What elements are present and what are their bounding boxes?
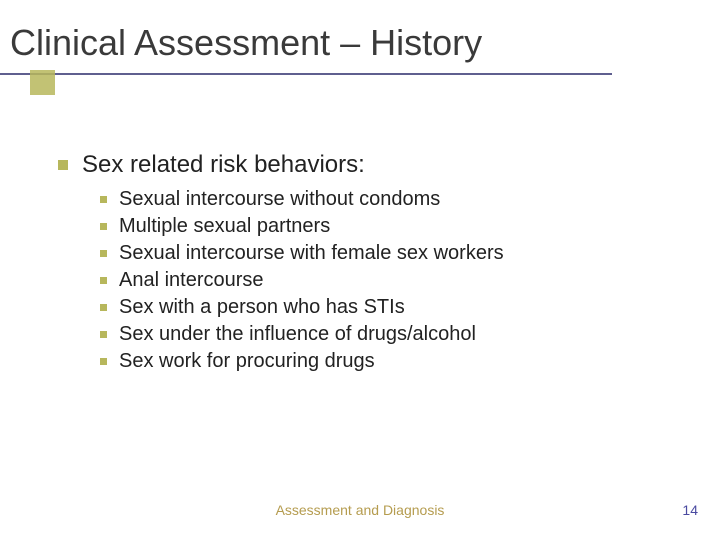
square-bullet-icon bbox=[58, 160, 68, 170]
level2-item: Multiple sexual partners bbox=[100, 213, 658, 240]
level2-text: Multiple sexual partners bbox=[119, 213, 330, 240]
slide: Clinical Assessment – History Sex relate… bbox=[0, 0, 720, 540]
square-bullet-icon bbox=[100, 358, 107, 365]
level2-item: Sex under the influence of drugs/alcohol bbox=[100, 321, 658, 348]
square-bullet-icon bbox=[100, 331, 107, 338]
level2-item: Anal intercourse bbox=[100, 267, 658, 294]
level2-text: Sex work for procuring drugs bbox=[119, 348, 375, 375]
square-bullet-icon bbox=[100, 304, 107, 311]
slide-title: Clinical Assessment – History bbox=[0, 24, 720, 62]
content-area: Sex related risk behaviors: Sexual inter… bbox=[58, 150, 658, 375]
square-bullet-icon bbox=[100, 196, 107, 203]
level2-item: Sex with a person who has STIs bbox=[100, 294, 658, 321]
square-bullet-icon bbox=[100, 277, 107, 284]
level1-item: Sex related risk behaviors: bbox=[58, 150, 658, 180]
level2-item: Sex work for procuring drugs bbox=[100, 348, 658, 375]
title-area: Clinical Assessment – History bbox=[0, 24, 720, 62]
level1-text: Sex related risk behaviors: bbox=[82, 150, 365, 180]
page-number: 14 bbox=[682, 502, 698, 518]
square-bullet-icon bbox=[100, 223, 107, 230]
level2-text: Anal intercourse bbox=[119, 267, 264, 294]
level2-text: Sex with a person who has STIs bbox=[119, 294, 405, 321]
level2-text: Sex under the influence of drugs/alcohol bbox=[119, 321, 476, 348]
level2-text: Sexual intercourse without condoms bbox=[119, 186, 440, 213]
level2-item: Sexual intercourse without condoms bbox=[100, 186, 658, 213]
level2-item: Sexual intercourse with female sex worke… bbox=[100, 240, 658, 267]
accent-square-icon bbox=[30, 70, 55, 95]
square-bullet-icon bbox=[100, 250, 107, 257]
footer-text: Assessment and Diagnosis bbox=[0, 502, 720, 518]
level2-text: Sexual intercourse with female sex worke… bbox=[119, 240, 504, 267]
level2-list: Sexual intercourse without condoms Multi… bbox=[100, 186, 658, 375]
title-underline bbox=[0, 73, 612, 75]
